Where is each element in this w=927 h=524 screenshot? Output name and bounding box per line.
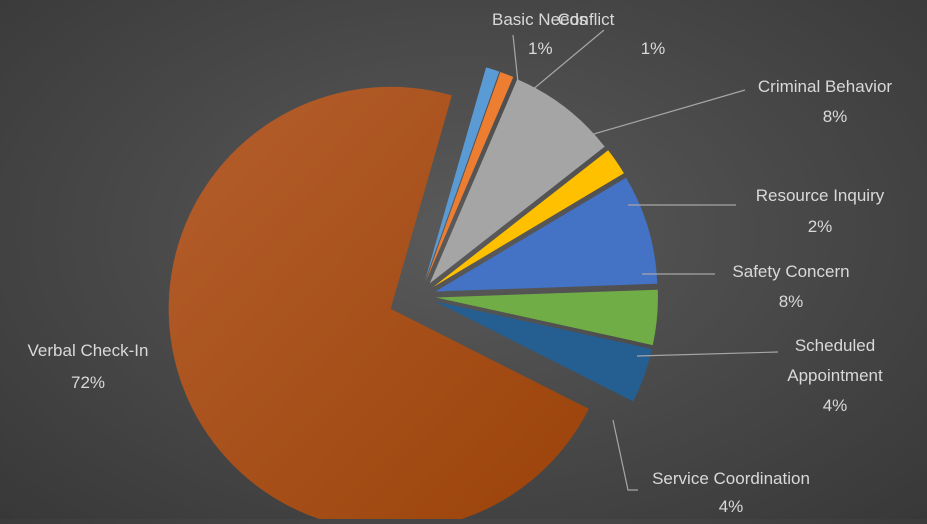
data-value-resource-inquiry: 2%	[808, 217, 833, 236]
leader-line-service-coordination	[612, 419, 638, 491]
data-value-verbal-check-in: 72%	[71, 373, 105, 392]
leader-line-conflict	[524, 29, 605, 97]
data-label-safety-concern: Safety Concern	[732, 262, 849, 281]
data-label-conflict: Conflict	[558, 10, 615, 29]
data-label-criminal-behavior: Criminal Behavior	[758, 77, 892, 96]
data-label-scheduled-appointment: Scheduled	[795, 336, 875, 355]
leader-lines-layer	[512, 29, 779, 491]
slice-service-coordination	[435, 301, 652, 402]
data-value-scheduled-appointment: 4%	[823, 396, 848, 415]
data-label-scheduled-appointment-line2: Appointment	[787, 366, 883, 385]
data-value-conflict: 1%	[641, 39, 666, 58]
slice-criminal-behavior	[429, 79, 605, 284]
leader-line-scheduled-appointment	[636, 351, 779, 357]
leader-line-criminal-behavior	[579, 89, 746, 139]
slice-basic-needs	[424, 67, 500, 281]
data-label-service-coordination: Service Coordination	[652, 469, 810, 488]
data-label-verbal-check-in: Verbal Check-In	[28, 341, 149, 360]
data-value-safety-concern: 8%	[779, 292, 804, 311]
labels-layer: Basic Needs 1% Conflict 1% Criminal Behavior…	[28, 10, 893, 516]
slice-verbal-check-in	[168, 86, 589, 524]
slice-resource-inquiry	[433, 150, 624, 287]
data-value-criminal-behavior: 8%	[823, 107, 848, 126]
leader-line-basic-needs	[512, 34, 520, 93]
data-value-basic-needs: 1%	[528, 39, 553, 58]
data-value-service-coordination: 4%	[719, 497, 744, 516]
slice-conflict	[425, 71, 514, 282]
data-label-basic-needs: Basic Needs	[492, 10, 587, 29]
data-label-resource-inquiry: Resource Inquiry	[756, 186, 885, 205]
slice-safety-concern	[435, 177, 658, 292]
slices-layer	[168, 67, 658, 524]
slice-scheduled-appointment	[435, 289, 658, 346]
